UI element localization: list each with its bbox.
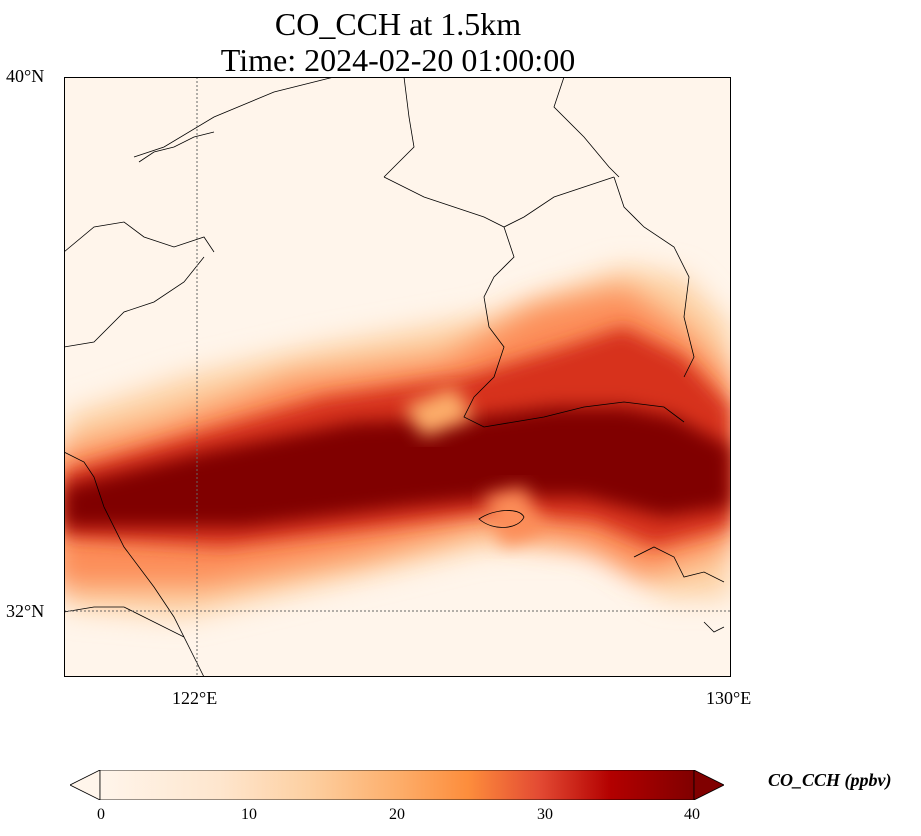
lat-label-40n: 40°N: [6, 66, 45, 86]
map-border: [64, 77, 731, 677]
map-canvas: [64, 77, 731, 677]
colorbar-tick-0: 0: [97, 806, 105, 823]
map-title: CO_CCH at 1.5km: [274, 6, 522, 42]
colorbar-tick-10: 10: [241, 806, 257, 823]
colorbar-label: CO_CCH (ppbv): [768, 770, 892, 790]
lat-label-32n: 32°N: [6, 601, 45, 621]
colorbar-min-extend: [69, 769, 101, 801]
lon-label-122e: 122°E: [172, 688, 218, 708]
co-concentration-field: [64, 267, 731, 617]
map-frame: [64, 77, 731, 677]
colorbar-gradient: [99, 769, 695, 801]
map-subtitle-time: Time: 2024-02-20 01:00:00: [220, 42, 576, 78]
colorbar-tick-20: 20: [389, 806, 405, 823]
colorbar-tick-30: 30: [537, 806, 553, 823]
lon-label-130e: 130°E: [706, 688, 752, 708]
colorbar-tick-40: 40: [684, 806, 700, 823]
colorbar: [69, 769, 725, 801]
colorbar-max-extend: [693, 769, 725, 801]
coastlines: [64, 77, 725, 677]
